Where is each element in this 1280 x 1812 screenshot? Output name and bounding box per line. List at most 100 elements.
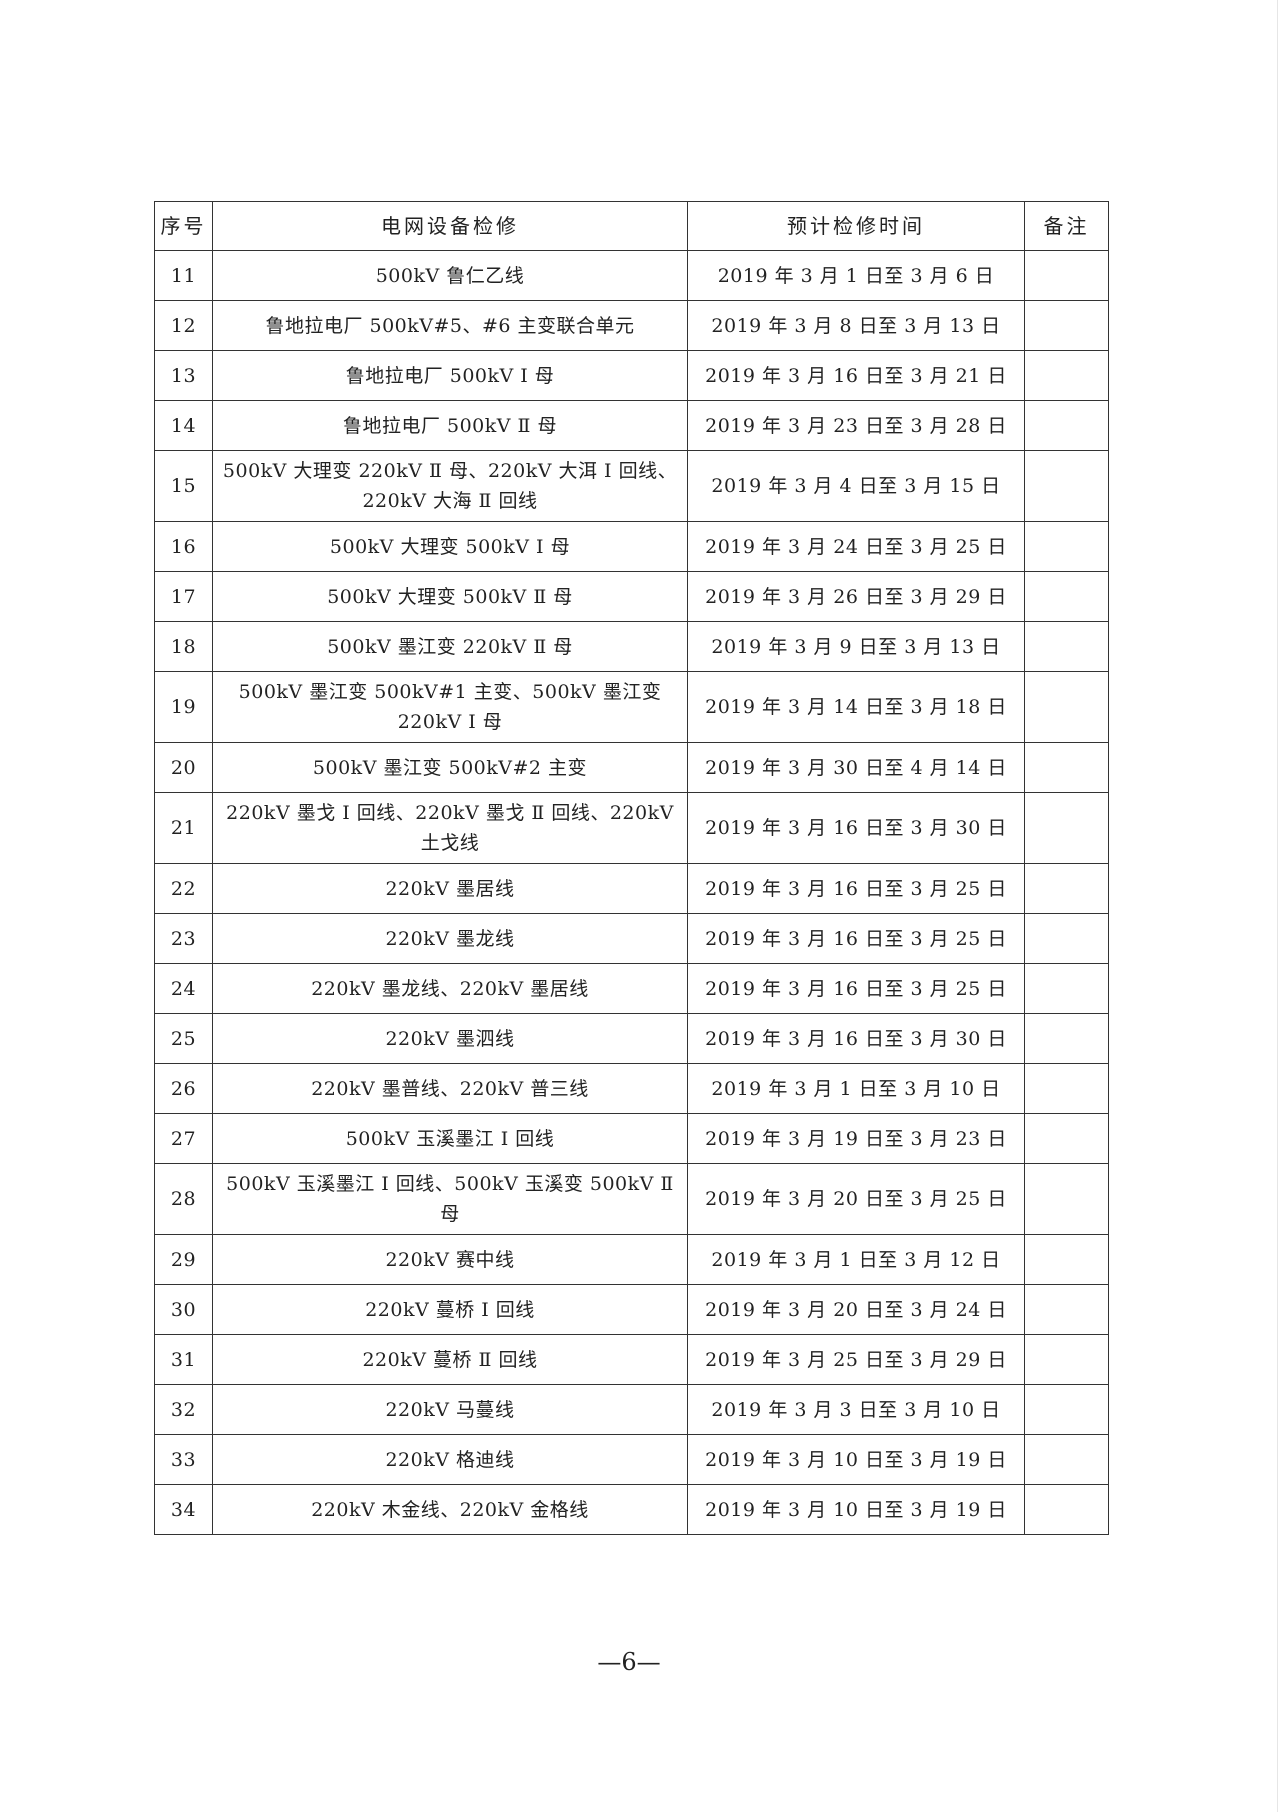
- table-row: 19 500kV 墨江变 500kV#1 主变、500kV 墨江变 220kV Ⅰ…: [154, 671, 1109, 743]
- table-row: 28 500kV 玉溪墨江 Ⅰ 回线、500kV 玉溪变 500kV Ⅱ 母 201…: [154, 1163, 1109, 1235]
- cell-time: 2019 年 3 月 26 日至 3 月 29 日: [687, 571, 1025, 622]
- cell-serial: 11: [154, 250, 213, 301]
- cell-time: 2019 年 3 月 10 日至 3 月 19 日: [687, 1434, 1025, 1485]
- cell-time: 2019 年 3 月 24 日至 3 月 25 日: [687, 521, 1025, 572]
- cell-note: [1024, 1013, 1109, 1064]
- cell-time: 2019 年 3 月 20 日至 3 月 24 日: [687, 1284, 1025, 1335]
- table-row: 12 鲁地拉电厂 500kV#5、#6 主变联合单元 2019 年 3 月 8 日至…: [154, 300, 1109, 351]
- cell-equipment: 220kV 墨龙线、220kV 墨居线: [212, 963, 688, 1014]
- cell-note: [1024, 1484, 1109, 1535]
- cell-time: 2019 年 3 月 16 日至 3 月 25 日: [687, 963, 1025, 1014]
- cell-time: 2019 年 3 月 10 日至 3 月 19 日: [687, 1484, 1025, 1535]
- cell-serial: 21: [154, 792, 213, 864]
- header-equipment: 电网设备检修: [212, 201, 688, 251]
- cell-serial: 32: [154, 1384, 213, 1435]
- cell-serial: 14: [154, 400, 213, 451]
- table-row: 13 鲁地拉电厂 500kV Ⅰ 母 2019 年 3 月 16 日至 3 月 21…: [154, 350, 1109, 401]
- table-row: 11 500kV 鲁仁乙线 2019 年 3 月 1 日至 3 月 6 日: [154, 250, 1109, 301]
- cell-serial: 13: [154, 350, 213, 401]
- cell-equipment: 220kV 蔓桥 Ⅱ 回线: [212, 1334, 688, 1385]
- cell-time: 2019 年 3 月 25 日至 3 月 29 日: [687, 1334, 1025, 1385]
- cell-serial: 16: [154, 521, 213, 572]
- table-row: 20 500kV 墨江变 500kV#2 主变 2019 年 3 月 30 日至 4…: [154, 742, 1109, 793]
- table-row: 16 500kV 大理变 500kV Ⅰ 母 2019 年 3 月 24 日至 3 …: [154, 521, 1109, 572]
- cell-note: [1024, 1234, 1109, 1285]
- table-row: 31 220kV 蔓桥 Ⅱ 回线 2019 年 3 月 25 日至 3 月 29 日: [154, 1334, 1109, 1385]
- cell-time: 2019 年 3 月 1 日至 3 月 6 日: [687, 250, 1025, 301]
- cell-equipment: 220kV 墨普线、220kV 普三线: [212, 1063, 688, 1114]
- cell-note: [1024, 571, 1109, 622]
- cell-note: [1024, 742, 1109, 793]
- cell-time: 2019 年 3 月 16 日至 3 月 30 日: [687, 1013, 1025, 1064]
- scan-edge: [1277, 0, 1278, 1812]
- cell-time: 2019 年 3 月 30 日至 4 月 14 日: [687, 742, 1025, 793]
- cell-note: [1024, 1163, 1109, 1235]
- cell-time: 2019 年 3 月 9 日至 3 月 13 日: [687, 621, 1025, 672]
- table-row: 22 220kV 墨居线 2019 年 3 月 16 日至 3 月 25 日: [154, 863, 1109, 914]
- cell-time: 2019 年 3 月 1 日至 3 月 10 日: [687, 1063, 1025, 1114]
- cell-equipment: 鲁地拉电厂 500kV Ⅰ 母: [212, 350, 688, 401]
- cell-equipment: 220kV 蔓桥 Ⅰ 回线: [212, 1284, 688, 1335]
- cell-equipment: 220kV 马蔓线: [212, 1384, 688, 1435]
- cell-equipment: 500kV 大理变 500kV Ⅰ 母: [212, 521, 688, 572]
- cell-serial: 33: [154, 1434, 213, 1485]
- table-row: 17 500kV 大理变 500kV Ⅱ 母 2019 年 3 月 26 日至 3 …: [154, 571, 1109, 622]
- cell-note: [1024, 1284, 1109, 1335]
- cell-time: 2019 年 3 月 20 日至 3 月 25 日: [687, 1163, 1025, 1235]
- header-note: 备注: [1024, 201, 1109, 251]
- cell-serial: 12: [154, 300, 213, 351]
- table-row: 29 220kV 赛中线 2019 年 3 月 1 日至 3 月 12 日: [154, 1234, 1109, 1285]
- cell-equipment: 220kV 木金线、220kV 金格线: [212, 1484, 688, 1535]
- cell-note: [1024, 963, 1109, 1014]
- cell-note: [1024, 671, 1109, 743]
- cell-time: 2019 年 3 月 19 日至 3 月 23 日: [687, 1113, 1025, 1164]
- cell-equipment: 500kV 鲁仁乙线: [212, 250, 688, 301]
- cell-note: [1024, 863, 1109, 914]
- cell-equipment: 鲁地拉电厂 500kV Ⅱ 母: [212, 400, 688, 451]
- cell-note: [1024, 350, 1109, 401]
- cell-serial: 25: [154, 1013, 213, 1064]
- cell-note: [1024, 300, 1109, 351]
- table-row: 18 500kV 墨江变 220kV Ⅱ 母 2019 年 3 月 9 日至 3 月…: [154, 621, 1109, 672]
- cell-equipment: 220kV 墨龙线: [212, 913, 688, 964]
- cell-equipment: 220kV 赛中线: [212, 1234, 688, 1285]
- cell-serial: 26: [154, 1063, 213, 1114]
- cell-time: 2019 年 3 月 14 日至 3 月 18 日: [687, 671, 1025, 743]
- cell-equipment: 500kV 墨江变 500kV#2 主变: [212, 742, 688, 793]
- cell-equipment: 500kV 墨江变 220kV Ⅱ 母: [212, 621, 688, 672]
- cell-serial: 31: [154, 1334, 213, 1385]
- cell-time: 2019 年 3 月 16 日至 3 月 25 日: [687, 863, 1025, 914]
- cell-equipment: 500kV 玉溪墨江 Ⅰ 回线: [212, 1113, 688, 1164]
- cell-note: [1024, 1384, 1109, 1435]
- cell-equipment: 220kV 格迪线: [212, 1434, 688, 1485]
- table-row: 27 500kV 玉溪墨江 Ⅰ 回线 2019 年 3 月 19 日至 3 月 23…: [154, 1113, 1109, 1164]
- cell-time: 2019 年 3 月 23 日至 3 月 28 日: [687, 400, 1025, 451]
- cell-note: [1024, 913, 1109, 964]
- cell-time: 2019 年 3 月 1 日至 3 月 12 日: [687, 1234, 1025, 1285]
- cell-equipment: 220kV 墨戈 Ⅰ 回线、220kV 墨戈 Ⅱ 回线、220kV 土戈线: [212, 792, 688, 864]
- table-row: 21 220kV 墨戈 Ⅰ 回线、220kV 墨戈 Ⅱ 回线、220kV 土戈线 2…: [154, 792, 1109, 864]
- cell-equipment: 220kV 墨泗线: [212, 1013, 688, 1064]
- table-row: 26 220kV 墨普线、220kV 普三线 2019 年 3 月 1 日至 3 月…: [154, 1063, 1109, 1114]
- cell-equipment: 500kV 玉溪墨江 Ⅰ 回线、500kV 玉溪变 500kV Ⅱ 母: [212, 1163, 688, 1235]
- cell-serial: 27: [154, 1113, 213, 1164]
- cell-serial: 28: [154, 1163, 213, 1235]
- cell-serial: 15: [154, 450, 213, 522]
- cell-equipment: 500kV 大理变 500kV Ⅱ 母: [212, 571, 688, 622]
- table-row: 34 220kV 木金线、220kV 金格线 2019 年 3 月 10 日至 3 …: [154, 1484, 1109, 1535]
- cell-serial: 22: [154, 863, 213, 914]
- cell-note: [1024, 400, 1109, 451]
- cell-serial: 34: [154, 1484, 213, 1535]
- cell-serial: 30: [154, 1284, 213, 1335]
- cell-time: 2019 年 3 月 3 日至 3 月 10 日: [687, 1384, 1025, 1435]
- cell-time: 2019 年 3 月 16 日至 3 月 30 日: [687, 792, 1025, 864]
- cell-equipment: 220kV 墨居线: [212, 863, 688, 914]
- cell-note: [1024, 1434, 1109, 1485]
- cell-time: 2019 年 3 月 16 日至 3 月 21 日: [687, 350, 1025, 401]
- cell-note: [1024, 1063, 1109, 1114]
- table-row: 33 220kV 格迪线 2019 年 3 月 10 日至 3 月 19 日: [154, 1434, 1109, 1485]
- cell-equipment: 鲁地拉电厂 500kV#5、#6 主变联合单元: [212, 300, 688, 351]
- cell-serial: 29: [154, 1234, 213, 1285]
- cell-time: 2019 年 3 月 4 日至 3 月 15 日: [687, 450, 1025, 522]
- table-row: 14 鲁地拉电厂 500kV Ⅱ 母 2019 年 3 月 23 日至 3 月 28…: [154, 400, 1109, 451]
